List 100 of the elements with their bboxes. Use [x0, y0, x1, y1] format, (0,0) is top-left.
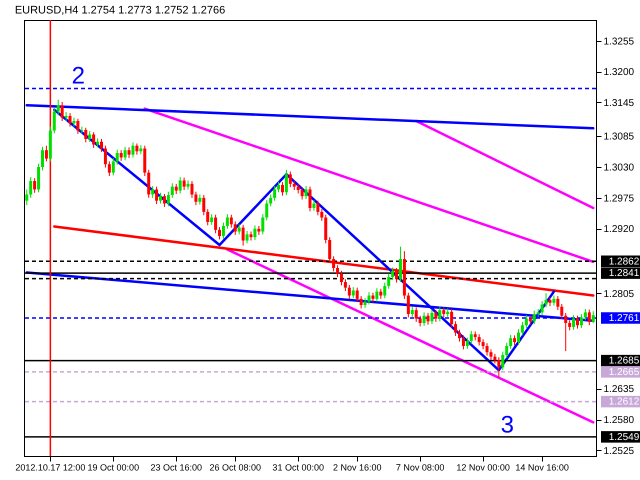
candlestick — [391, 266, 394, 280]
candlestick — [576, 315, 580, 330]
candlestick — [348, 284, 351, 300]
candlestick — [242, 224, 245, 246]
candlestick — [371, 292, 374, 303]
candlestick — [269, 194, 272, 207]
candlestick — [300, 186, 304, 200]
candlestick — [218, 226, 222, 240]
candlestick — [340, 270, 343, 286]
candlestick — [524, 314, 528, 329]
x-tick-label: 26 Oct 08:00 — [209, 462, 262, 472]
candlestick — [40, 146, 44, 171]
candlestick — [226, 214, 229, 230]
candlestick — [159, 192, 162, 204]
ref-line-label: 1.2862 — [608, 256, 640, 268]
candlestick — [76, 118, 80, 134]
candlestick — [532, 310, 536, 325]
ref-line-label: 1.2665 — [608, 366, 640, 378]
candlestick — [166, 191, 170, 207]
candlestick — [422, 312, 426, 326]
candlestick — [544, 292, 548, 308]
candlestick — [162, 193, 166, 208]
candlestick — [210, 214, 214, 226]
candlestick — [84, 127, 88, 143]
y-tick-label: 1.2975 — [604, 193, 635, 204]
candlestick — [410, 306, 414, 318]
annotation: 2 — [72, 62, 86, 90]
candlestick — [135, 142, 138, 156]
candlestick — [568, 320, 572, 331]
candlestick — [124, 146, 127, 161]
candlestick — [364, 298, 367, 308]
candlestick — [277, 181, 280, 193]
ref-line-label: 1.2685 — [608, 356, 640, 367]
candlestick — [486, 342, 489, 356]
candlestick — [406, 292, 410, 318]
x-tick-label: 2012.10.17 12:00 — [15, 462, 86, 472]
candlestick — [37, 163, 40, 193]
candlestick — [430, 309, 434, 325]
candlestick — [246, 230, 249, 244]
x-tick-label: 2 Nov 16:00 — [332, 462, 382, 472]
candlestick — [60, 101, 64, 122]
candlestick — [572, 314, 576, 330]
candlestick — [368, 292, 371, 305]
candlestick — [552, 295, 556, 306]
x-tick-label: 14 Nov 16:00 — [515, 462, 569, 472]
candlestick — [108, 160, 111, 176]
candlestick — [442, 306, 446, 318]
candlestick — [344, 278, 347, 292]
candlestick — [273, 186, 276, 202]
y-tick-label: 1.2805 — [604, 288, 635, 300]
candlestick — [379, 288, 382, 300]
y-tick-label: 1.3200 — [604, 67, 635, 78]
candlestick — [426, 312, 430, 326]
candlestick — [398, 246, 402, 283]
candlestick — [509, 334, 512, 350]
candlestick — [580, 314, 583, 329]
candlestick — [131, 142, 134, 158]
candlestick — [513, 334, 516, 346]
candlestick — [489, 348, 492, 361]
candlestick — [383, 282, 386, 299]
x-tick-label: 19 Oct 00:00 — [88, 462, 140, 472]
candlestick — [174, 183, 178, 194]
y-tick-label: 1.2580 — [604, 415, 635, 426]
candlestick — [253, 224, 256, 240]
y-tick-label: 1.3085 — [604, 132, 635, 143]
ref-line-label: 1.2612 — [608, 396, 640, 408]
y-tick-label: 1.3145 — [604, 98, 635, 109]
candlestick — [584, 308, 587, 321]
x-tick-label: 7 Nov 08:00 — [396, 462, 444, 472]
candlestick — [284, 169, 288, 196]
candlestick — [68, 112, 72, 128]
candlestick — [104, 145, 107, 168]
candlestick — [234, 220, 237, 236]
y-tick-label: 1.2525 — [604, 446, 635, 457]
candlestick — [356, 287, 359, 303]
candlestick — [517, 328, 520, 346]
candlestick — [170, 182, 174, 198]
candlestick — [230, 214, 233, 228]
candlestick — [296, 183, 300, 194]
chart-title: EURUSD,H4 1.2754 1.2773 1.2752 1.2766 — [14, 4, 226, 16]
candlestick — [470, 330, 473, 344]
candlestick — [328, 236, 332, 263]
candlestick — [128, 146, 131, 159]
candlestick — [288, 171, 292, 188]
candlestick — [178, 176, 182, 194]
candlestick — [182, 177, 186, 191]
candlestick — [387, 273, 390, 290]
candlestick — [497, 356, 500, 378]
candlestick — [336, 264, 340, 278]
ref-line-label: 1.2841 — [608, 268, 640, 280]
candlestick — [588, 309, 591, 326]
candlestick — [478, 334, 481, 346]
candlestick — [190, 180, 194, 198]
candlestick — [304, 186, 308, 200]
candlestick — [88, 130, 92, 142]
y-tick-label: 1.3255 — [604, 36, 635, 48]
candlestick — [238, 224, 241, 235]
candlestick — [151, 186, 154, 198]
candlestick — [592, 310, 595, 324]
candlestick — [308, 186, 312, 212]
